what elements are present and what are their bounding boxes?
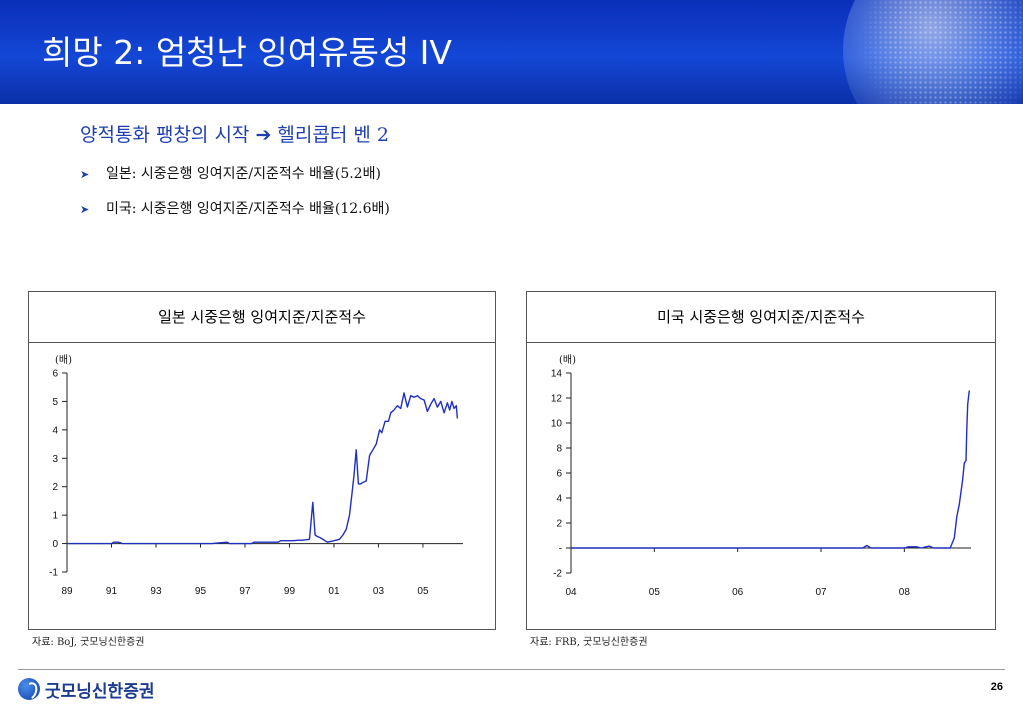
y-tick-label: 3 bbox=[52, 454, 58, 465]
x-tick-label: 91 bbox=[106, 586, 118, 597]
x-tick-label: 05 bbox=[649, 587, 661, 598]
y-tick-label: 14 bbox=[551, 369, 563, 380]
bullet-usa: ➤ 미국: 시중은행 잉여지준/지준적수 배율(12.6배) bbox=[80, 198, 390, 218]
source-note-left: 자료: BoJ, 굿모닝신한증권 bbox=[32, 637, 145, 648]
x-tick-label: 06 bbox=[732, 587, 744, 598]
y-tick-label: 5 bbox=[52, 397, 58, 408]
world-map-dots-graphic bbox=[843, 0, 1023, 104]
x-tick-label: 08 bbox=[899, 587, 911, 598]
section-subtitle: 양적통화 팽창의 시작 ➔ 헬리콥터 벤 2 bbox=[80, 124, 389, 146]
series-line bbox=[571, 390, 970, 549]
y-tick-label: 8 bbox=[556, 444, 562, 455]
page-title: 희망 2: 엄청난 잉여유동성 IV bbox=[42, 33, 452, 72]
x-tick-label: 03 bbox=[373, 586, 385, 597]
y-tick-label: -1 bbox=[49, 568, 58, 579]
y-tick-label: 6 bbox=[556, 469, 562, 480]
y-tick-label: 4 bbox=[52, 425, 58, 436]
x-tick-label: 05 bbox=[417, 586, 429, 597]
arrow-bullet-icon: ➤ bbox=[80, 168, 90, 181]
logo-text: 굿모닝신한증권 bbox=[45, 681, 155, 702]
y-tick-label: 6 bbox=[52, 369, 58, 380]
shinhan-logo-icon bbox=[18, 678, 40, 700]
company-logo: 굿모닝신한증권 bbox=[18, 676, 154, 702]
y-tick-label: 12 bbox=[551, 394, 563, 405]
unit-label: (배) bbox=[559, 354, 576, 366]
y-tick-label: - bbox=[559, 544, 562, 555]
arrow-bullet-icon: ➤ bbox=[80, 203, 90, 216]
x-tick-label: 95 bbox=[195, 586, 207, 597]
y-tick-label: 4 bbox=[556, 494, 562, 505]
bullet-text: 일본: 시중은행 잉여지준/지준적수 배율(5.2배) bbox=[106, 166, 381, 182]
x-tick-label: 89 bbox=[61, 586, 73, 597]
y-tick-label: 1 bbox=[52, 511, 58, 522]
us-chart-panel: 미국 시중은행 잉여지준/지준적수 (배) -2-2 4 6 8 10 12 14 04 05 06… bbox=[526, 291, 996, 630]
x-tick-label: 07 bbox=[815, 587, 827, 598]
chart-title: 미국 시중은행 잉여지준/지준적수 bbox=[527, 292, 995, 343]
unit-label: (배) bbox=[55, 354, 72, 366]
series-line bbox=[67, 392, 459, 545]
y-tick-label: 2 bbox=[556, 519, 562, 530]
y-tick-label: 10 bbox=[551, 419, 563, 430]
footer-divider bbox=[18, 669, 1005, 670]
source-note-right: 자료: FRB, 굿모닝신한증권 bbox=[530, 637, 648, 648]
y-tick-label: -2 bbox=[553, 569, 562, 580]
y-tick-label: 2 bbox=[52, 482, 58, 493]
x-tick-label: 97 bbox=[239, 586, 251, 597]
bullet-japan: ➤ 일본: 시중은행 잉여지준/지준적수 배율(5.2배) bbox=[80, 163, 381, 183]
x-tick-label: 01 bbox=[328, 586, 340, 597]
chart-title: 일본 시중은행 잉여지준/지준적수 bbox=[29, 292, 495, 343]
page-number: 26 bbox=[990, 681, 1003, 693]
japan-chart-panel: 일본 시중은행 잉여지준/지준적수 (배) -1 0 1 2 3 4 5 6 89 91 93 95 97… bbox=[28, 291, 496, 630]
x-tick-label: 04 bbox=[565, 587, 577, 598]
globe-graphic bbox=[843, 0, 1023, 104]
header-banner: 희망 2: 엄청난 잉여유동성 IV bbox=[0, 0, 1023, 104]
x-tick-label: 99 bbox=[284, 586, 296, 597]
bullet-text: 미국: 시중은행 잉여지준/지준적수 배율(12.6배) bbox=[106, 201, 390, 217]
x-tick-label: 93 bbox=[150, 586, 162, 597]
y-tick-label: 0 bbox=[52, 539, 58, 550]
